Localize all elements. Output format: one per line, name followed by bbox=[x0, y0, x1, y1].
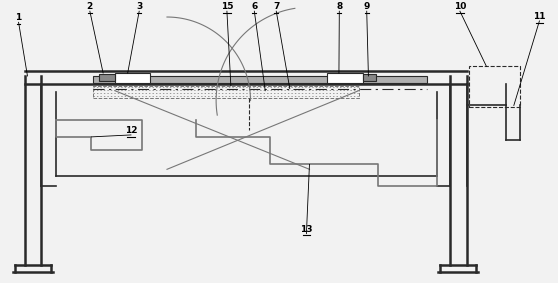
Bar bbox=[115, 73, 150, 83]
Bar bbox=[93, 86, 359, 98]
Text: 13: 13 bbox=[300, 225, 312, 234]
Text: 3: 3 bbox=[136, 2, 142, 11]
Bar bbox=[99, 74, 115, 81]
Bar bbox=[469, 66, 519, 108]
Text: 1: 1 bbox=[16, 13, 22, 22]
Text: 8: 8 bbox=[336, 2, 343, 11]
Text: 9: 9 bbox=[363, 2, 370, 11]
Text: 2: 2 bbox=[86, 2, 93, 11]
Text: 15: 15 bbox=[220, 2, 233, 11]
Bar bbox=[363, 74, 376, 81]
Text: 12: 12 bbox=[125, 126, 137, 135]
Bar bbox=[327, 73, 363, 83]
Bar bbox=[93, 76, 427, 83]
Text: 6: 6 bbox=[251, 2, 257, 11]
Text: 10: 10 bbox=[454, 2, 466, 11]
Text: 11: 11 bbox=[533, 12, 546, 21]
Text: 7: 7 bbox=[273, 2, 280, 11]
